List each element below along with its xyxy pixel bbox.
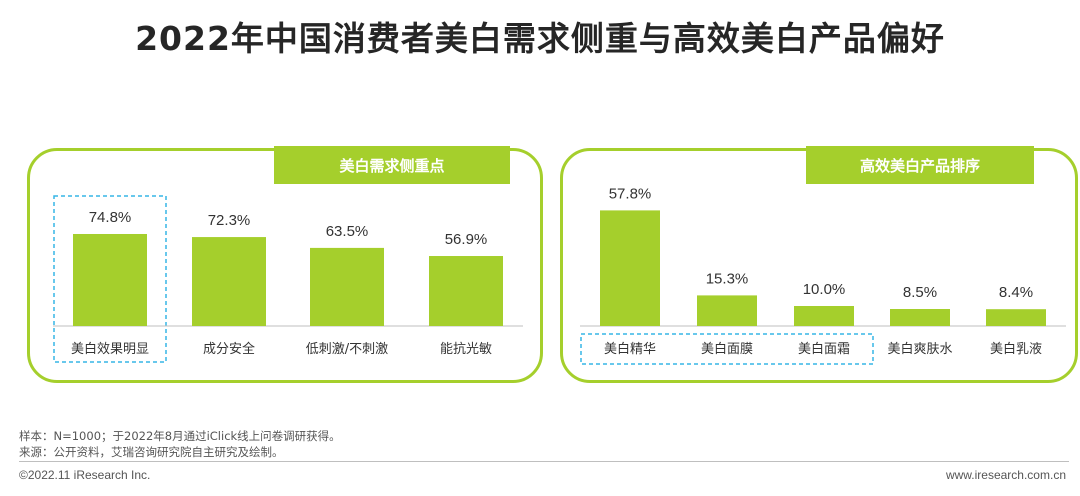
product-bar: [890, 309, 950, 326]
product-bar: [794, 306, 854, 326]
product-category-label: 美白爽肤水: [887, 341, 952, 357]
demand-category-label: 美白效果明显: [71, 341, 149, 357]
product-value-label: 8.5%: [903, 284, 937, 301]
footer-divider: [19, 461, 1069, 462]
product-category-label: 美白面膜: [701, 341, 753, 357]
sample-note: 样本：N=1000；于2022年8月通过iClick线上问卷调研获得。: [19, 429, 341, 443]
product-category-label: 美白面霜: [798, 341, 850, 357]
page-title: 2022年中国消费者美白需求侧重与高效美白产品偏好: [135, 19, 945, 58]
demand-category-label: 能抗光敏: [440, 342, 492, 357]
demand-category-label: 低刺激/不刺激: [306, 342, 388, 357]
product-bar: [986, 309, 1046, 326]
product-panel-title: 高效美白产品排序: [806, 146, 1034, 184]
product-value-label: 57.8%: [609, 185, 652, 202]
website-link[interactable]: www.iresearch.com.cn: [945, 468, 1066, 482]
demand-bar: [73, 233, 147, 326]
demand-category-label: 成分安全: [203, 341, 255, 357]
demand-value-label: 63.5%: [326, 223, 369, 240]
product-bar: [697, 295, 757, 326]
demand-bar: [192, 237, 266, 326]
product-bar: [600, 210, 660, 326]
demand-value-label: 56.9%: [445, 231, 488, 248]
demand-bar: [429, 256, 503, 326]
source-note: 来源：公开资料，艾瑞咨询研究院自主研究及绘制。: [19, 445, 284, 459]
product-category-label: 美白精华: [604, 341, 656, 357]
highlight-box: [53, 195, 167, 363]
product-category-label: 美白乳液: [990, 341, 1042, 357]
product-value-label: 10.0%: [803, 281, 846, 298]
product-value-label: 8.4%: [999, 284, 1033, 301]
product-value-label: 15.3%: [706, 270, 749, 287]
demand-value-label: 72.3%: [208, 212, 251, 229]
demand-panel-title: 美白需求侧重点: [274, 146, 510, 184]
demand-bar: [310, 247, 384, 326]
copyright: ©2022.11 iResearch Inc.: [19, 468, 151, 482]
demand-value-label: 74.8%: [89, 209, 132, 226]
